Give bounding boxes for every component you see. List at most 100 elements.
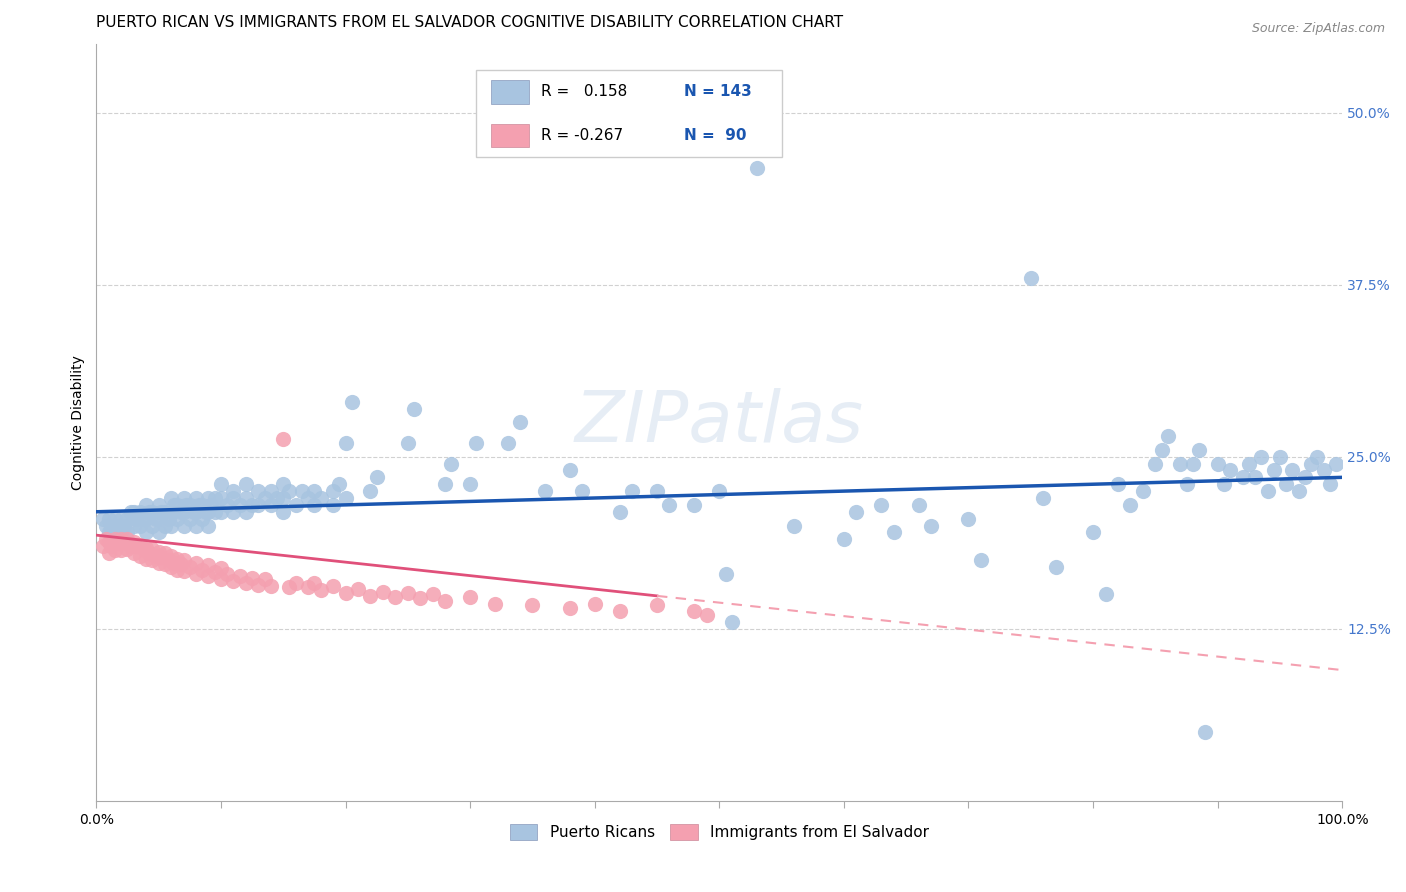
Point <box>191 563 214 577</box>
Point <box>1324 457 1347 471</box>
Point <box>197 569 219 583</box>
Point <box>440 457 463 471</box>
Point <box>1144 457 1167 471</box>
FancyBboxPatch shape <box>477 70 782 157</box>
FancyBboxPatch shape <box>491 123 529 147</box>
Point <box>1306 450 1329 464</box>
Point <box>132 511 155 525</box>
Point <box>366 470 388 484</box>
Point <box>157 511 180 525</box>
Point <box>832 533 855 547</box>
Point <box>135 511 157 525</box>
Point <box>1294 470 1316 484</box>
Point <box>135 498 157 512</box>
Point <box>309 583 332 598</box>
Point <box>714 566 737 581</box>
Point <box>112 518 135 533</box>
Point <box>141 505 163 519</box>
Point <box>1257 484 1279 499</box>
Point <box>222 491 245 505</box>
Point <box>709 484 731 499</box>
Point <box>209 561 232 575</box>
Point <box>120 505 142 519</box>
Point <box>235 576 257 591</box>
Point <box>322 498 344 512</box>
Point <box>97 546 120 560</box>
Point <box>184 518 207 533</box>
Point <box>683 604 706 618</box>
Point <box>184 491 207 505</box>
Point <box>1181 457 1204 471</box>
Point <box>217 566 239 581</box>
Point <box>197 518 219 533</box>
Point <box>96 533 118 547</box>
Point <box>920 518 942 533</box>
Point <box>247 498 270 512</box>
Point <box>150 550 173 565</box>
Point <box>104 525 127 540</box>
Point <box>209 491 232 505</box>
Point <box>1175 477 1198 491</box>
Point <box>1288 484 1310 499</box>
Point <box>222 484 245 499</box>
Point <box>970 553 993 567</box>
Point <box>683 498 706 512</box>
Y-axis label: Cognitive Disability: Cognitive Disability <box>72 355 86 490</box>
Point <box>170 505 193 519</box>
Point <box>384 590 406 604</box>
Point <box>235 477 257 491</box>
Point <box>1094 587 1116 601</box>
Point <box>1188 442 1211 457</box>
Point <box>1232 470 1254 484</box>
Point <box>284 498 307 512</box>
Point <box>1168 457 1191 471</box>
Point <box>645 484 668 499</box>
Point <box>845 505 868 519</box>
Point <box>458 477 481 491</box>
Point <box>100 518 122 533</box>
Point <box>783 518 806 533</box>
Point <box>197 505 219 519</box>
Point <box>340 394 363 409</box>
Point <box>191 498 214 512</box>
Point <box>1275 477 1298 491</box>
Point <box>132 541 155 556</box>
Point <box>1045 559 1067 574</box>
Point <box>247 578 270 592</box>
Point <box>359 589 381 603</box>
Point <box>496 436 519 450</box>
Point <box>1263 463 1285 477</box>
Point <box>100 539 122 553</box>
Point <box>160 549 183 563</box>
Point <box>125 511 148 525</box>
Point <box>371 584 394 599</box>
Point <box>125 539 148 553</box>
Point <box>870 498 893 512</box>
Point <box>173 518 195 533</box>
Point <box>117 511 139 525</box>
Point <box>110 525 132 540</box>
Point <box>191 511 214 525</box>
Point <box>122 505 145 519</box>
Point <box>304 576 326 591</box>
Point <box>91 511 114 525</box>
Point <box>184 505 207 519</box>
Point <box>160 559 183 574</box>
Point <box>240 498 263 512</box>
Point <box>122 518 145 533</box>
Legend: Puerto Ricans, Immigrants from El Salvador: Puerto Ricans, Immigrants from El Salvad… <box>503 818 935 847</box>
Point <box>179 559 201 574</box>
Text: R = -0.267: R = -0.267 <box>541 128 623 143</box>
Point <box>110 543 132 558</box>
Point <box>260 579 283 593</box>
Point <box>209 505 232 519</box>
Point <box>696 607 718 622</box>
Point <box>204 566 226 580</box>
Point <box>534 484 557 499</box>
Point <box>173 564 195 578</box>
Point <box>153 518 176 533</box>
Point <box>117 525 139 540</box>
Point <box>195 505 218 519</box>
Point <box>297 581 319 595</box>
Point <box>1312 463 1334 477</box>
